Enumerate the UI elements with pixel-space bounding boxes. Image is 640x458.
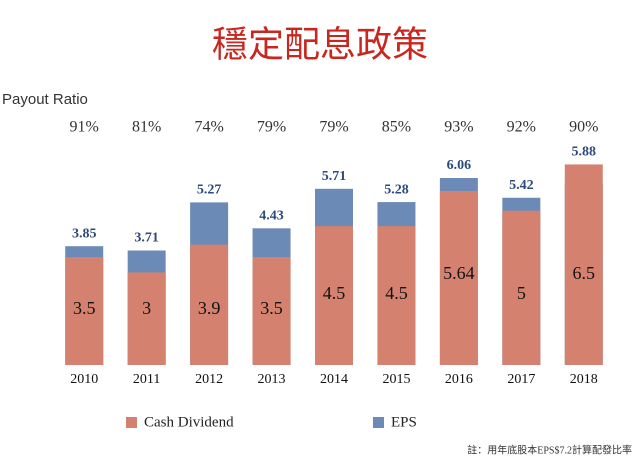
dividend-label: 3 (142, 298, 151, 318)
dividend-bar (502, 210, 541, 365)
payout-ratio: 91% (70, 119, 99, 136)
payout-ratio: 79% (257, 119, 286, 136)
dividend-label: 4.5 (385, 283, 408, 303)
payout-ratio: 74% (194, 119, 223, 136)
dividend-bar (439, 190, 478, 365)
x-tick-label: 2017 (507, 372, 535, 387)
chart-title: 穩定配息政策 (212, 24, 428, 64)
dividend-label: 3.5 (260, 298, 283, 318)
payout-ratio: 85% (382, 119, 411, 136)
x-tick-label: 2012 (195, 372, 223, 387)
x-tick-label: 2014 (320, 372, 348, 387)
payout-ratio: 79% (319, 119, 348, 136)
dividend-bar (564, 164, 603, 365)
dividend-bar (315, 226, 353, 365)
legend-swatch (126, 417, 137, 428)
payout-ratio: 93% (444, 119, 473, 136)
eps-label: 3.85 (72, 226, 97, 241)
footnote: 註：用年底股本EPS$7.2計算配發比率 (467, 443, 632, 456)
dividend-bar (127, 272, 166, 365)
dividend-label: 5.64 (443, 263, 475, 283)
dividend-label: 4.5 (323, 283, 346, 303)
dividend-label: 3.5 (73, 298, 96, 318)
legend-swatch (373, 417, 384, 428)
payout-ratio: 81% (132, 119, 161, 136)
x-tick-label: 2011 (133, 372, 160, 387)
dividend-bar (190, 244, 229, 365)
dividend-label: 5 (517, 283, 526, 303)
dividend-label: 3.9 (198, 298, 221, 318)
eps-label: 5.27 (197, 183, 222, 198)
eps-label: 5.71 (322, 169, 347, 184)
eps-label: 5.42 (509, 178, 534, 193)
payout-ratio-label: Payout Ratio (2, 91, 88, 108)
x-tick-label: 2016 (445, 372, 473, 387)
x-tick-label: 2018 (570, 372, 598, 387)
dividend-bar (65, 257, 104, 365)
legend-label: EPS (391, 414, 417, 430)
dividend-bar (252, 257, 291, 365)
x-tick-label: 2010 (70, 372, 98, 387)
eps-label: 5.88 (572, 145, 597, 160)
x-tick-label: 2015 (382, 372, 410, 387)
payout-ratio: 90% (569, 119, 598, 136)
dividend-bar (377, 226, 416, 365)
legend-label: Cash Dividend (144, 414, 234, 430)
eps-label: 5.28 (384, 182, 409, 197)
x-tick-label: 2013 (258, 372, 286, 387)
eps-label: 4.43 (259, 209, 284, 224)
dividend-label: 6.5 (573, 263, 596, 283)
eps-label: 6.06 (447, 158, 472, 173)
eps-label: 3.71 (134, 231, 159, 246)
payout-ratio: 92% (507, 119, 536, 136)
